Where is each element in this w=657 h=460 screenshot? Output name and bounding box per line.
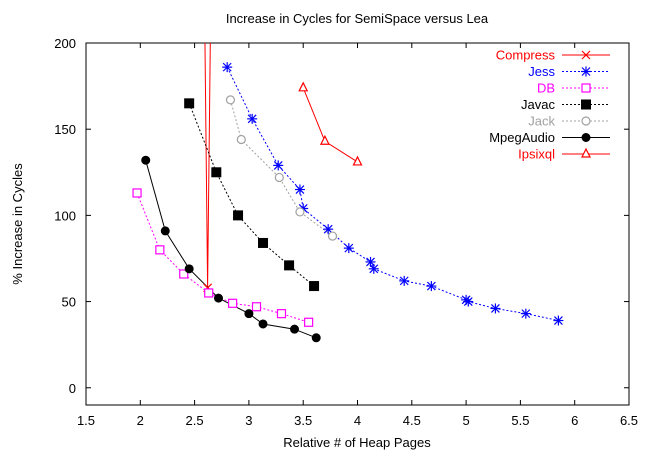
y-axis: 0 50 100 150 200 [54, 36, 629, 396]
data-point [155, 245, 165, 255]
x-tick-label: 5 [462, 413, 469, 428]
data-point [319, 134, 330, 145]
data-point [581, 147, 591, 158]
series-line [136, 192, 309, 323]
chart-title: Increase in Cycles for SemiSpace versus … [226, 11, 489, 26]
data-point [327, 231, 338, 241]
data-point [426, 281, 437, 292]
data-point [343, 243, 354, 254]
x-tick-label: 2.5 [186, 413, 204, 428]
y-tick-label: 200 [54, 36, 76, 51]
y-tick-label: 150 [54, 122, 76, 137]
x-tick-label: 3 [245, 413, 252, 428]
y-tick-label: 100 [54, 208, 76, 223]
data-point [304, 317, 314, 327]
data-point [247, 113, 258, 124]
series-line [229, 99, 333, 237]
series-line [145, 160, 317, 339]
data-point [211, 167, 222, 178]
data-point [311, 333, 321, 343]
data-point [204, 288, 214, 298]
x-tick-label: 6 [571, 413, 578, 428]
series-line [188, 103, 315, 287]
series-line [226, 66, 559, 321]
legend-label: Jack [528, 114, 555, 129]
legend-label: Ipsixql [518, 147, 555, 162]
y-tick-label: 50 [62, 295, 76, 310]
legend-label: MpegAudio [489, 130, 555, 145]
legend-label: Compress [496, 48, 556, 63]
x-tick-label: 6.5 [620, 413, 638, 428]
data-point [581, 133, 591, 142]
x-axis: 1.5 2 2.5 3 3.5 4 4.5 5 5.5 6 6.5 [77, 43, 638, 428]
series-markers [132, 62, 564, 343]
data-point [298, 81, 309, 92]
data-point [463, 296, 474, 307]
data-point [184, 264, 194, 274]
data-point [244, 309, 254, 319]
data-point [236, 134, 246, 145]
y-tick-label: 0 [69, 381, 76, 396]
data-point [290, 324, 300, 334]
y-axis-label: % Increase in Cycles [10, 163, 25, 285]
legend-label: Javac [521, 97, 555, 112]
data-point [581, 66, 591, 77]
data-point [276, 309, 287, 319]
data-point [284, 260, 295, 271]
data-point [274, 172, 284, 183]
data-point [179, 269, 189, 279]
data-point [520, 308, 531, 319]
data-point [490, 303, 501, 314]
x-tick-label: 2 [137, 413, 144, 428]
data-point [233, 210, 244, 221]
data-point [225, 95, 236, 105]
data-point [213, 293, 223, 303]
data-point [368, 263, 379, 274]
data-point [258, 319, 268, 329]
legend-label: Jess [528, 64, 555, 79]
data-point [132, 188, 142, 198]
data-point [160, 226, 170, 236]
x-tick-label: 1.5 [77, 413, 95, 428]
x-tick-label: 4.5 [403, 413, 421, 428]
data-point [399, 275, 410, 286]
x-axis-label: Relative # of Heap Pages [283, 435, 431, 450]
data-point [251, 302, 262, 312]
data-point [581, 99, 591, 110]
data-point [222, 62, 233, 73]
data-point [352, 155, 363, 166]
series-line [302, 87, 358, 163]
x-tick-label: 5.5 [511, 413, 529, 428]
x-tick-label: 3.5 [294, 413, 312, 428]
x-tick-label: 4 [354, 413, 361, 428]
data-point [258, 237, 269, 248]
data-point [273, 160, 284, 171]
data-point [294, 184, 305, 195]
data-point [141, 155, 151, 165]
data-point [581, 116, 591, 126]
data-point [295, 207, 305, 217]
data-point [309, 281, 320, 292]
data-point [184, 98, 195, 109]
data-point [581, 83, 591, 93]
legend-label: DB [537, 81, 555, 96]
data-point [228, 298, 238, 308]
data-point [553, 315, 564, 326]
data-point [581, 50, 591, 60]
